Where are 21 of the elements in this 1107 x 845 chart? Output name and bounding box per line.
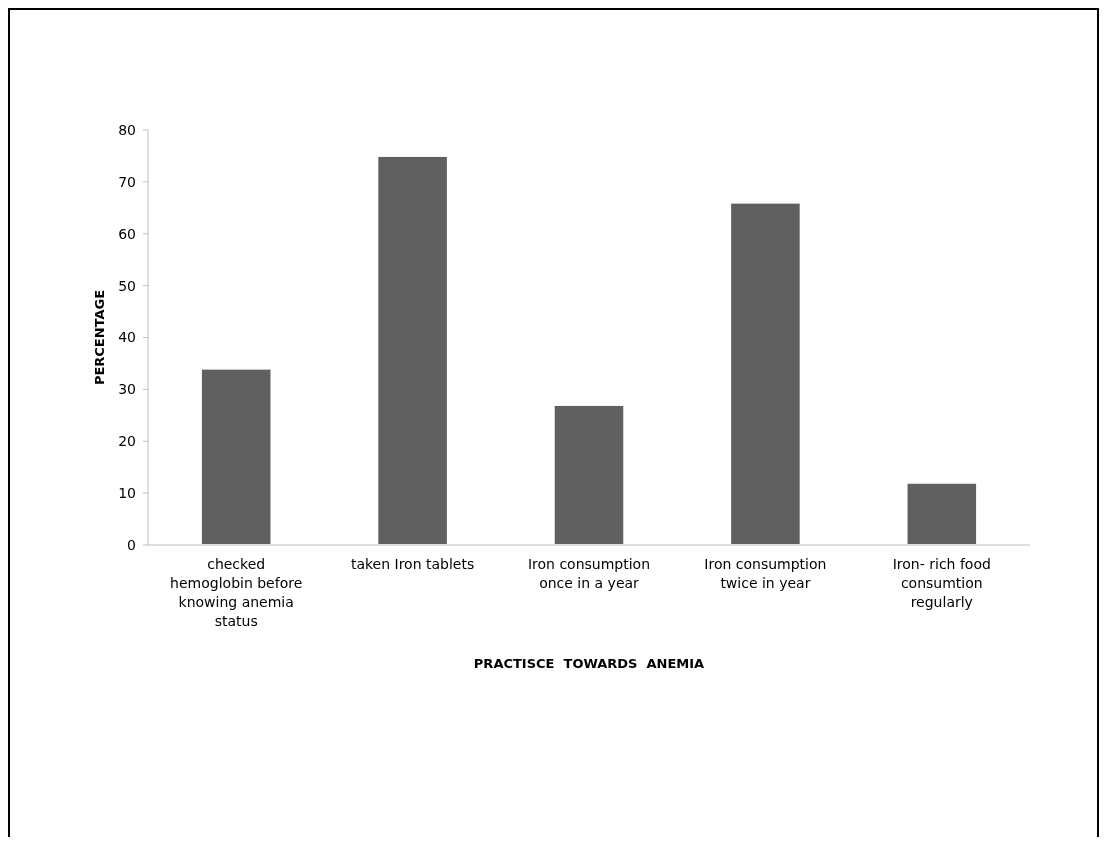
- x-tick-label: checked hemoglobin before knowing anemia status: [170, 556, 303, 629]
- bar: [729, 201, 802, 546]
- y-tick-label: 20: [118, 433, 136, 450]
- bar: [376, 154, 449, 546]
- bar: [199, 367, 273, 546]
- y-tick-label: 0: [127, 536, 136, 553]
- y-axis-title: PERCENTAGE: [92, 289, 107, 386]
- y-tick-label: 40: [118, 329, 136, 346]
- x-tick-label: Iron- rich food consumtion regularly: [892, 556, 991, 610]
- x-axis-title: PRACTISCE TOWARDS ANEMIA: [473, 656, 705, 671]
- x-tick-label: taken Iron tablets: [350, 556, 475, 572]
- y-tick-label: 10: [118, 485, 136, 502]
- y-tick-label: 30: [118, 381, 136, 398]
- y-tick-label: 50: [118, 277, 136, 294]
- x-tick-label: Iron consumption twice in year: [704, 556, 827, 591]
- bar: [905, 481, 979, 546]
- y-tick-label: 70: [118, 173, 136, 190]
- y-tick-label: 60: [118, 225, 136, 242]
- bar: [552, 403, 626, 546]
- x-tick-label: Iron consumption once in a year: [527, 556, 651, 591]
- y-tick-label: 80: [118, 121, 136, 138]
